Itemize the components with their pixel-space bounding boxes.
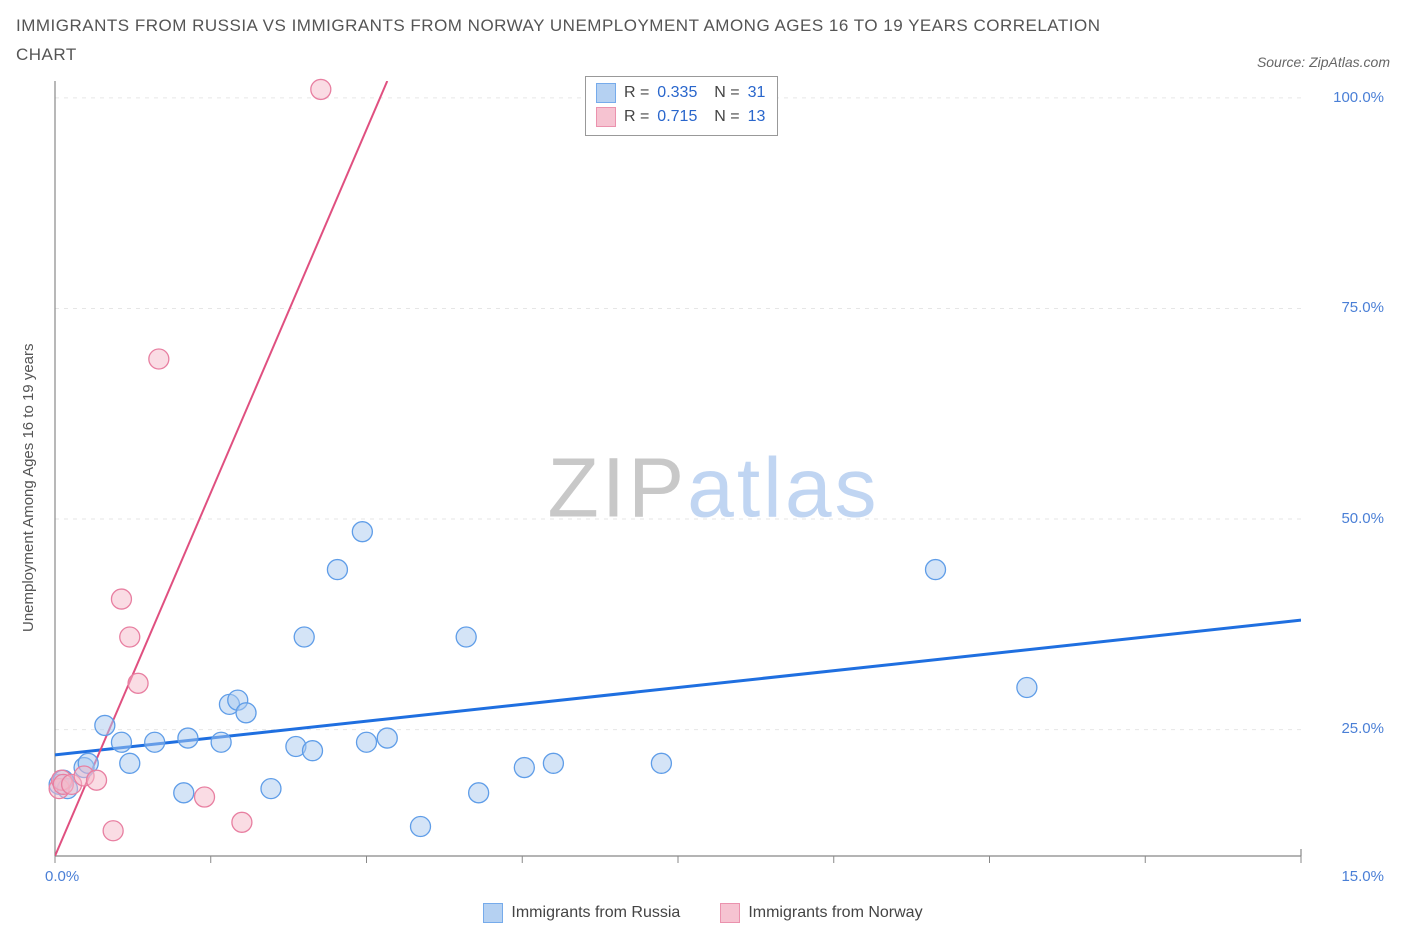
- y-axis-label: Unemployment Among Ages 16 to 19 years: [16, 78, 37, 898]
- stat-n-label: N =: [705, 105, 739, 129]
- stats-row: R = 0.335 N = 31: [596, 81, 765, 105]
- x-tick-label: 0.0%: [45, 868, 79, 885]
- x-tick-label: 15.0%: [1341, 868, 1384, 885]
- source-label: Source: ZipAtlas.com: [1257, 54, 1390, 70]
- y-tick-label: 50.0%: [1341, 510, 1384, 527]
- legend-swatch: [483, 903, 503, 923]
- chart-container: Unemployment Among Ages 16 to 19 years Z…: [16, 76, 1390, 901]
- legend-swatch: [720, 903, 740, 923]
- scatter-chart: [37, 76, 1367, 896]
- y-tick-label: 25.0%: [1341, 720, 1384, 737]
- legend-label: Immigrants from Norway: [748, 904, 922, 922]
- stat-r-value: 0.715: [657, 105, 697, 129]
- chart-title: IMMIGRANTS FROM RUSSIA VS IMMIGRANTS FRO…: [16, 12, 1116, 70]
- stat-n-value: 13: [748, 105, 766, 129]
- legend-swatch: [596, 107, 616, 127]
- stat-r-label: R =: [624, 105, 649, 129]
- y-tick-label: 100.0%: [1333, 89, 1384, 106]
- stat-r-label: R =: [624, 81, 649, 105]
- legend-label: Immigrants from Russia: [511, 904, 680, 922]
- stats-row: R = 0.715 N = 13: [596, 105, 765, 129]
- correlation-stats-box: R = 0.335 N = 31R = 0.715 N = 13: [585, 76, 778, 136]
- legend-swatch: [596, 83, 616, 103]
- plot-area: ZIPatlas R = 0.335 N = 31R = 0.715 N = 1…: [37, 76, 1390, 901]
- series-legend: Immigrants from Russia Immigrants from No…: [16, 903, 1390, 923]
- stat-n-value: 31: [748, 81, 766, 105]
- stat-r-value: 0.335: [657, 81, 697, 105]
- legend-item: Immigrants from Norway: [720, 903, 922, 923]
- header-row: IMMIGRANTS FROM RUSSIA VS IMMIGRANTS FRO…: [16, 12, 1390, 70]
- y-tick-label: 75.0%: [1341, 299, 1384, 316]
- legend-item: Immigrants from Russia: [483, 903, 680, 923]
- stat-n-label: N =: [705, 81, 739, 105]
